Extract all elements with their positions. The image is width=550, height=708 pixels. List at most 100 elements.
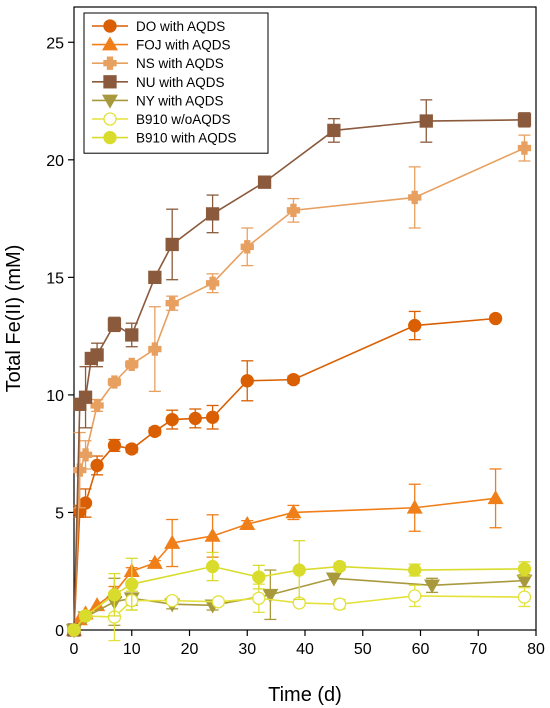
- data-point: [286, 203, 301, 218]
- data-point: [408, 318, 422, 333]
- data-point: [488, 311, 503, 326]
- data-point: [125, 442, 139, 456]
- data-point: [164, 534, 181, 549]
- x-tick-label: 20: [181, 641, 199, 658]
- x-tick-label: 50: [354, 641, 372, 658]
- legend-label: FOJ with AQDS: [136, 38, 231, 53]
- legend-marker: [103, 75, 117, 89]
- data-point: [125, 357, 139, 371]
- data-point: [205, 207, 220, 221]
- data-point: [517, 113, 532, 127]
- data-point: [252, 570, 266, 584]
- data-point: [252, 591, 266, 605]
- data-point: [107, 317, 122, 332]
- data-point: [205, 276, 220, 290]
- data-point: [257, 175, 272, 189]
- y-axis-title: Total Fe(II) (mM): [3, 245, 25, 393]
- series-7: [67, 540, 532, 637]
- y-axis: 0 5 10 15 20 25: [46, 35, 74, 640]
- legend-label: B910 with AQDS: [136, 131, 237, 146]
- data-point: [240, 240, 254, 254]
- series-line: [73, 565, 525, 631]
- x-tick-label: 10: [123, 641, 141, 658]
- data-point: [107, 375, 122, 389]
- data-point: [408, 589, 422, 603]
- y-tick-label: 25: [46, 35, 64, 52]
- legend-label: NS with AQDS: [136, 56, 224, 71]
- data-point: [285, 504, 302, 519]
- data-point: [73, 463, 87, 477]
- data-point: [78, 609, 93, 623]
- x-tick-label: 30: [238, 641, 256, 658]
- y-tick-label: 20: [46, 153, 64, 170]
- legend-label: DO with AQDS: [136, 19, 225, 34]
- data-point: [78, 390, 93, 404]
- x-tick-label: 60: [412, 641, 430, 658]
- data-point: [148, 270, 162, 285]
- data-point: [408, 563, 422, 577]
- y-tick-label: 15: [46, 270, 64, 287]
- legend-marker: [103, 19, 117, 33]
- data-point: [424, 579, 441, 594]
- legend-marker: [103, 130, 117, 145]
- data-point: [146, 554, 163, 569]
- y-tick-label: 0: [55, 623, 64, 640]
- x-axis-title: Time (d): [268, 684, 342, 706]
- data-point: [165, 237, 179, 252]
- data-point: [327, 123, 341, 138]
- legend-marker: [101, 94, 119, 109]
- legend-marker: [103, 112, 117, 126]
- data-point: [148, 342, 162, 356]
- data-point: [332, 597, 347, 611]
- data-point: [211, 595, 226, 609]
- legend-marker: [101, 36, 119, 51]
- data-point: [240, 374, 254, 388]
- data-point: [148, 424, 162, 438]
- legend-marker: [103, 56, 117, 70]
- data-point: [90, 398, 104, 413]
- data-point: [239, 515, 256, 531]
- x-tick-label: 40: [296, 641, 314, 658]
- legend: DO with AQDS FOJ with AQDS NS with AQDS NU …: [83, 12, 269, 154]
- data-point: [107, 438, 122, 453]
- data-point: [406, 499, 423, 514]
- data-point: [332, 559, 347, 574]
- series-layer: [65, 99, 533, 642]
- legend-label: B910 w/oAQDS: [136, 112, 231, 127]
- y-tick-label: 10: [46, 388, 64, 405]
- x-axis: 0 10 20 30 40 50 60 70 80: [70, 630, 545, 658]
- data-point: [325, 572, 342, 587]
- data-point: [205, 410, 220, 424]
- data-point: [67, 623, 81, 637]
- series-4: [67, 99, 532, 637]
- data-point: [78, 448, 93, 462]
- data-point: [107, 588, 122, 602]
- data-point: [90, 348, 104, 362]
- data-point: [517, 141, 532, 155]
- data-point: [205, 559, 220, 574]
- data-point: [165, 593, 179, 608]
- x-tick-label: 0: [70, 641, 79, 658]
- data-point: [419, 114, 433, 128]
- x-tick-label: 70: [469, 641, 487, 658]
- data-point: [90, 458, 104, 473]
- data-point: [204, 527, 221, 542]
- legend-label: NU with AQDS: [136, 75, 225, 90]
- data-point: [487, 490, 504, 505]
- data-point: [408, 190, 422, 205]
- data-point: [188, 411, 202, 426]
- data-point: [262, 588, 279, 603]
- data-point: [292, 563, 306, 577]
- data-point: [517, 562, 532, 576]
- data-point: [165, 412, 179, 427]
- series-1: [67, 310, 503, 637]
- data-point: [517, 590, 532, 604]
- data-point: [125, 577, 139, 591]
- series-line: [73, 577, 525, 631]
- data-point: [286, 372, 301, 387]
- x-tick-label: 80: [527, 641, 545, 658]
- y-tick-label: 5: [55, 505, 64, 522]
- legend-label: NY with AQDS: [136, 93, 224, 108]
- data-point: [165, 296, 179, 310]
